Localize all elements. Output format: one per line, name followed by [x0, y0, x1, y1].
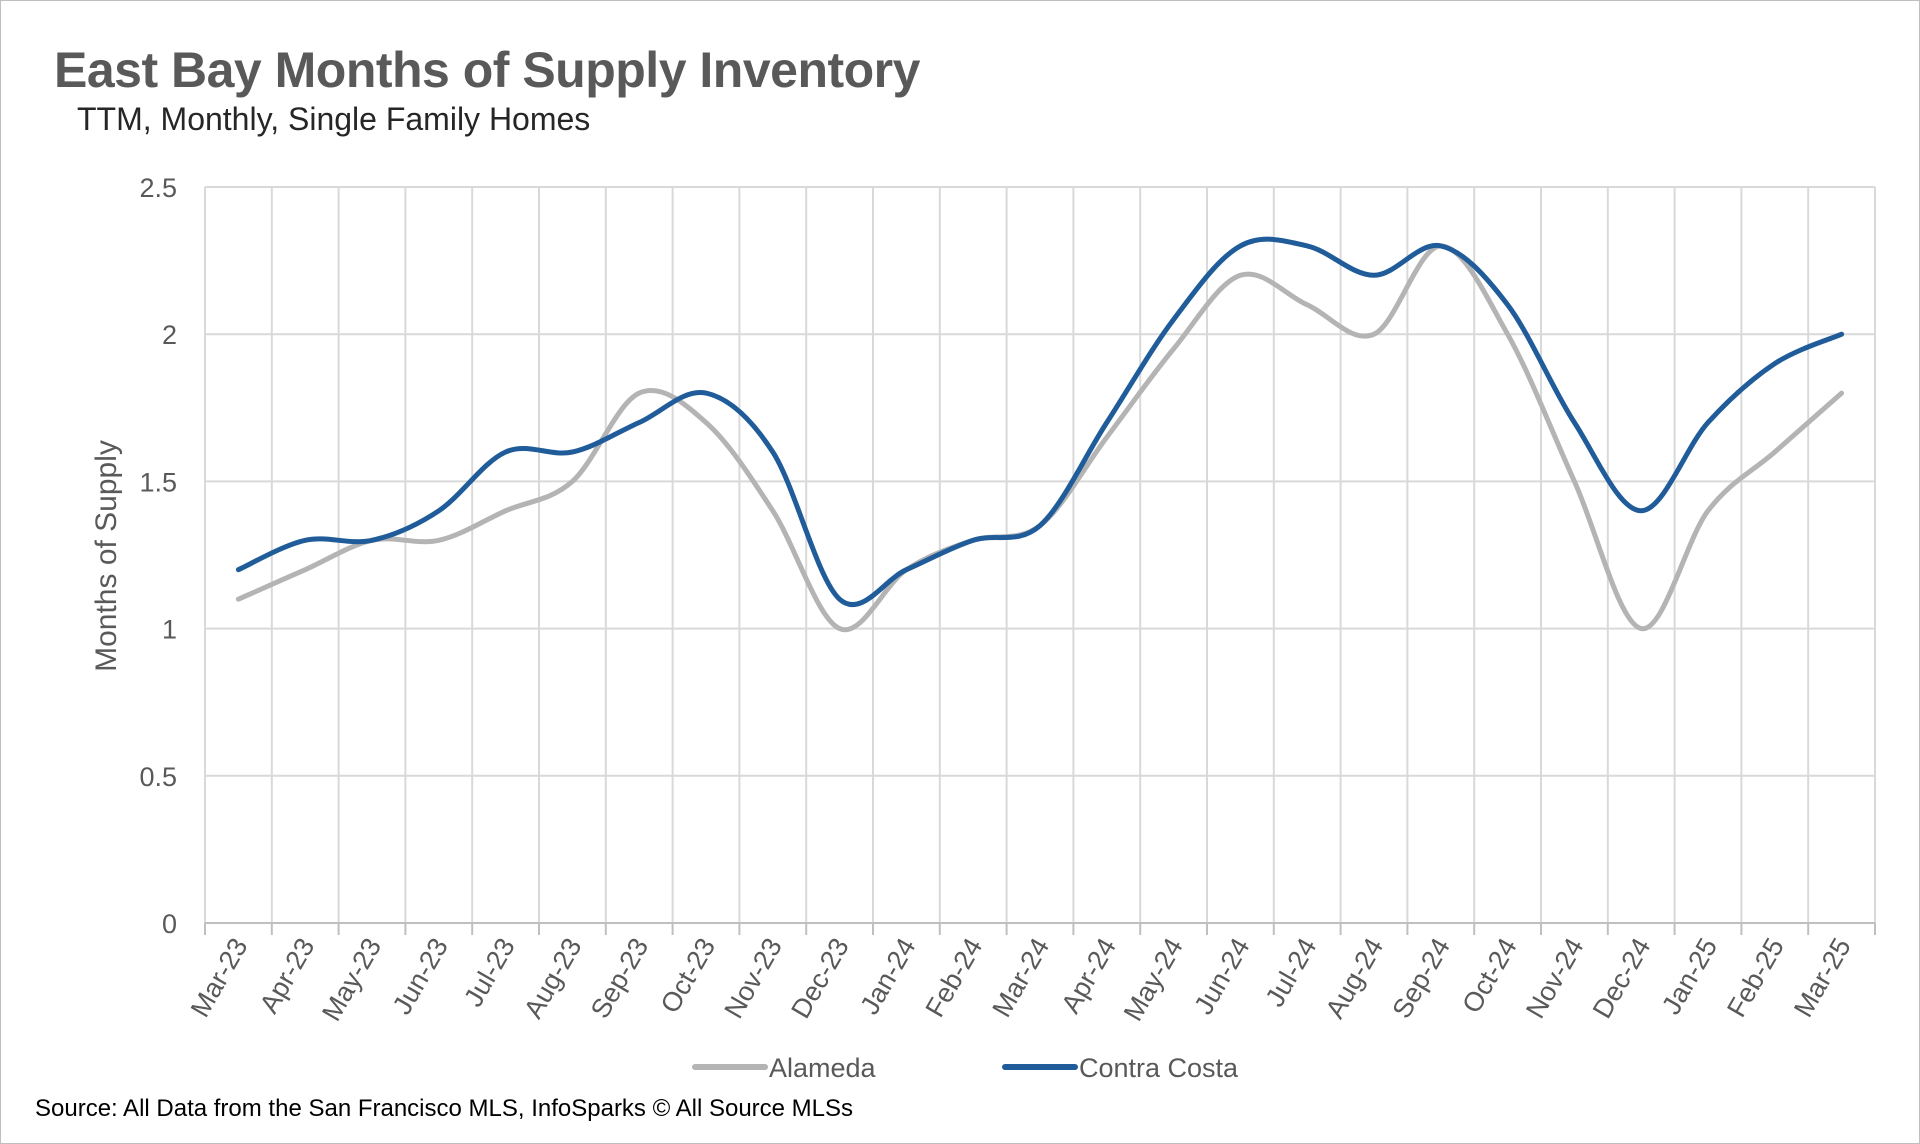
x-tick-label: Nov-23: [718, 933, 788, 1023]
y-tick-label: 2: [162, 320, 177, 350]
legend-label: Alameda: [769, 1053, 877, 1083]
series-lines: [235, 236, 1845, 633]
axes: [204, 922, 1876, 935]
y-tick-label: 0.5: [139, 762, 177, 792]
legend-label: Contra Costa: [1079, 1053, 1239, 1083]
x-tick-label: Jun-23: [387, 933, 454, 1020]
source-note: Source: All Data from the San Francisco …: [35, 1095, 854, 1122]
x-tick-label: Nov-24: [1520, 933, 1590, 1023]
x-tick-label: Jul-24: [1260, 933, 1323, 1012]
x-tick-label: Apr-23: [254, 933, 321, 1018]
x-tick-label: May-24: [1118, 933, 1189, 1026]
x-tick-label: Mar-25: [1788, 933, 1857, 1022]
y-axis-label: Months of Supply: [90, 440, 123, 672]
x-tick-label: Feb-25: [1721, 933, 1790, 1022]
legend: Alameda Contra Costa: [692, 1053, 1239, 1083]
x-tick-label: Jun-24: [1188, 933, 1255, 1020]
series-line-alameda: [235, 243, 1845, 633]
x-tick-label: Feb-24: [920, 933, 989, 1022]
x-tick-label: Apr-24: [1055, 933, 1122, 1018]
x-tick-label: Jan-24: [854, 933, 921, 1020]
x-tick-label: Oct-23: [655, 933, 721, 1018]
x-tick-label: May-23: [316, 933, 387, 1026]
x-tick-label: Dec-23: [785, 933, 855, 1023]
series-line-contra-costa: [235, 236, 1845, 608]
x-tick-label: Oct-24: [1456, 933, 1522, 1018]
x-tick-label: Sep-23: [585, 933, 655, 1023]
y-tick-label: 1.5: [139, 467, 177, 497]
gridlines: [204, 186, 1876, 923]
x-tick-label: Sep-24: [1386, 933, 1456, 1023]
x-tick-label: Dec-24: [1587, 933, 1657, 1023]
chart-subtitle: TTM, Monthly, Single Family Homes: [77, 101, 591, 137]
chart-title: East Bay Months of Supply Inventory: [54, 42, 920, 98]
x-tick-label: Aug-23: [518, 933, 588, 1023]
x-tick-label: Mar-23: [185, 933, 254, 1022]
x-tick-label: Mar-24: [986, 933, 1055, 1022]
x-tick-label: Aug-24: [1320, 933, 1390, 1023]
y-tick-label: 1: [162, 615, 177, 645]
x-tick-label: Jul-23: [458, 933, 521, 1012]
y-tick-label: 2.5: [139, 173, 177, 203]
y-tick-label: 0: [162, 909, 177, 939]
x-tick-label: Jan-25: [1656, 933, 1723, 1020]
